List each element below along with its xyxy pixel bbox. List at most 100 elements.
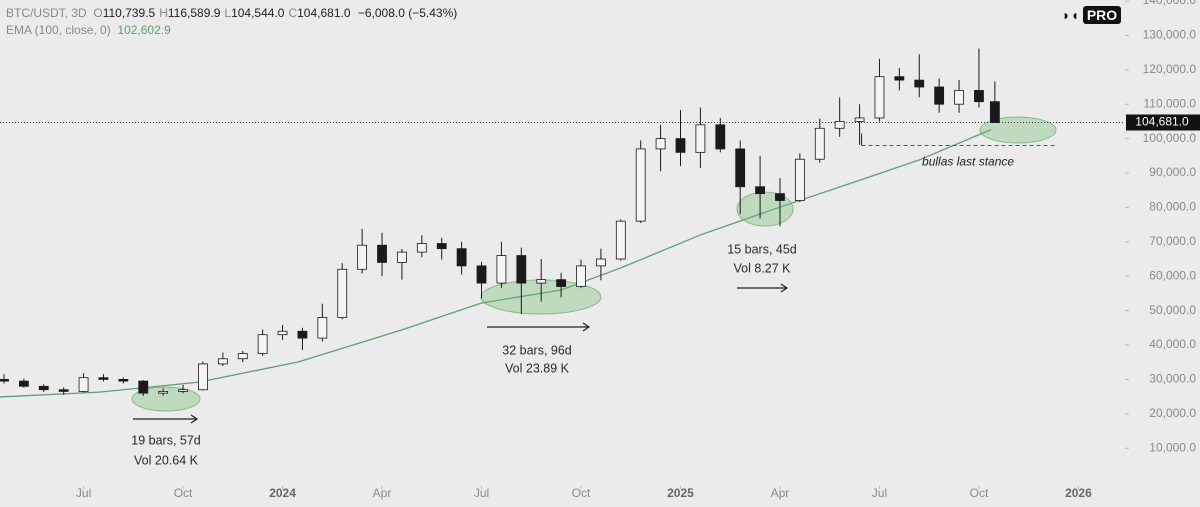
ohlc-key: H xyxy=(159,6,168,20)
candle-body xyxy=(277,330,288,336)
annotation: 32 bars, 96d xyxy=(502,343,572,357)
header: BTC/USDT, 3D O110,739.5 H116,589.9 L104,54… xyxy=(6,5,457,39)
arrow xyxy=(487,322,591,332)
candle-body xyxy=(58,389,69,392)
x-tick-label: Apr xyxy=(373,486,392,500)
candle-body xyxy=(38,385,49,391)
ohlc-value: 116,589.9 xyxy=(167,6,221,20)
logo-text: PRO xyxy=(1082,6,1122,24)
candle-body xyxy=(576,265,586,287)
ema-line xyxy=(0,129,992,398)
ohlc-value: 110,739.5 xyxy=(102,6,156,20)
y-tick-label: 20,000.0 xyxy=(1149,406,1196,420)
candle-body xyxy=(715,124,726,150)
x-tick-label: 2026 xyxy=(1065,486,1092,500)
candle-body xyxy=(118,378,129,382)
candle-body xyxy=(456,248,467,267)
y-tick-label: 140,000.0 xyxy=(1143,0,1197,7)
candle-body xyxy=(596,258,606,267)
x-tick-label: Apr xyxy=(771,486,790,500)
candle-body xyxy=(18,380,29,387)
zone xyxy=(979,116,1057,144)
y-tick-label: 50,000.0 xyxy=(1149,303,1196,317)
arrow xyxy=(737,283,789,293)
candle-body xyxy=(675,138,686,153)
candle-body xyxy=(357,244,368,270)
candle-body xyxy=(536,279,547,284)
candle-body xyxy=(775,193,785,201)
candle-body xyxy=(635,148,646,222)
y-tick-label: 40,000.0 xyxy=(1149,337,1196,351)
ohlc-key: L xyxy=(224,6,232,20)
candle-body xyxy=(138,380,149,394)
y-tick-label: 110,000.0 xyxy=(1144,96,1197,110)
candle-body xyxy=(655,138,666,150)
candle-body xyxy=(476,265,487,284)
y-tick-label: 80,000.0 xyxy=(1149,200,1196,214)
candle-body xyxy=(556,279,567,287)
candle-body xyxy=(934,86,945,105)
axes xyxy=(0,0,1129,489)
candle-body xyxy=(178,389,188,392)
arrows xyxy=(133,283,789,424)
candle-body xyxy=(416,243,427,253)
x-tick-label: Oct xyxy=(970,486,989,500)
y-tick-label: 30,000.0 xyxy=(1149,372,1196,386)
ohlc-key: O xyxy=(93,6,103,20)
ohlc: O110,739.5 H116,589.9 L104,544.0 C104,681.0 xyxy=(93,6,354,20)
candle-body xyxy=(794,158,805,201)
symbol: BTC/USDT, 3D xyxy=(6,6,87,20)
candle-body xyxy=(874,76,885,119)
ohlc-value: 104,681.0 xyxy=(297,6,351,20)
candle-body xyxy=(516,255,527,284)
candle-body xyxy=(78,377,89,392)
x-tick-label: Jul xyxy=(872,486,887,500)
candle-body xyxy=(317,317,328,339)
ema-value: 102,602.9 xyxy=(117,23,171,37)
candle-body xyxy=(377,244,387,263)
annotation: Vol 20.64 K xyxy=(134,453,199,467)
candle-body xyxy=(854,117,865,122)
last-price-box xyxy=(1126,114,1200,131)
candle-body xyxy=(735,148,746,188)
support-label: bullas last stance xyxy=(922,155,1014,169)
candle-body xyxy=(615,220,626,260)
candle-body xyxy=(834,121,845,129)
y-tick-label: 70,000.0 xyxy=(1149,234,1196,248)
x-tick-label: Jul xyxy=(76,486,91,500)
ohlc-key: C xyxy=(288,6,298,20)
annotation: Vol 23.89 K xyxy=(505,361,570,375)
x-tick-label: Jul xyxy=(474,486,489,500)
annotation: 19 bars, 57d xyxy=(131,433,201,447)
candle-body xyxy=(257,334,268,354)
candle-body xyxy=(436,243,447,250)
candle-body xyxy=(974,90,984,103)
y-tick-label: 120,000.0 xyxy=(1143,62,1197,76)
candle-body xyxy=(894,76,905,81)
candle-body xyxy=(755,186,765,195)
candle-body xyxy=(989,101,1000,123)
candle-body xyxy=(954,90,964,105)
candle-body xyxy=(297,330,308,339)
x-tick-label: 2025 xyxy=(667,486,694,500)
annotation: 15 bars, 45d xyxy=(727,242,797,256)
last-price-label: 104,681.0 xyxy=(1135,115,1189,129)
candle-body xyxy=(98,377,109,380)
y-tick-label: 100,000.0 xyxy=(1143,131,1197,145)
candle-body xyxy=(237,353,248,360)
y-tick-label: 130,000.0 xyxy=(1143,28,1197,42)
candle-body xyxy=(337,268,348,318)
ema-row: EMA (100, close, 0) 102,602.9 xyxy=(6,22,457,39)
candle-body xyxy=(158,391,169,394)
ema-name: EMA (100, close, 0) xyxy=(6,23,111,37)
x-tick-label: Oct xyxy=(572,486,591,500)
x-tick-label: Oct xyxy=(174,486,193,500)
candle-body xyxy=(198,363,208,391)
annotation: Vol 8.27 K xyxy=(734,261,792,275)
ohlc-value: 104,544.0 xyxy=(231,6,285,20)
candle-body xyxy=(695,124,706,153)
y-tick-label: 90,000.0 xyxy=(1149,165,1196,179)
candle-body xyxy=(496,255,507,284)
